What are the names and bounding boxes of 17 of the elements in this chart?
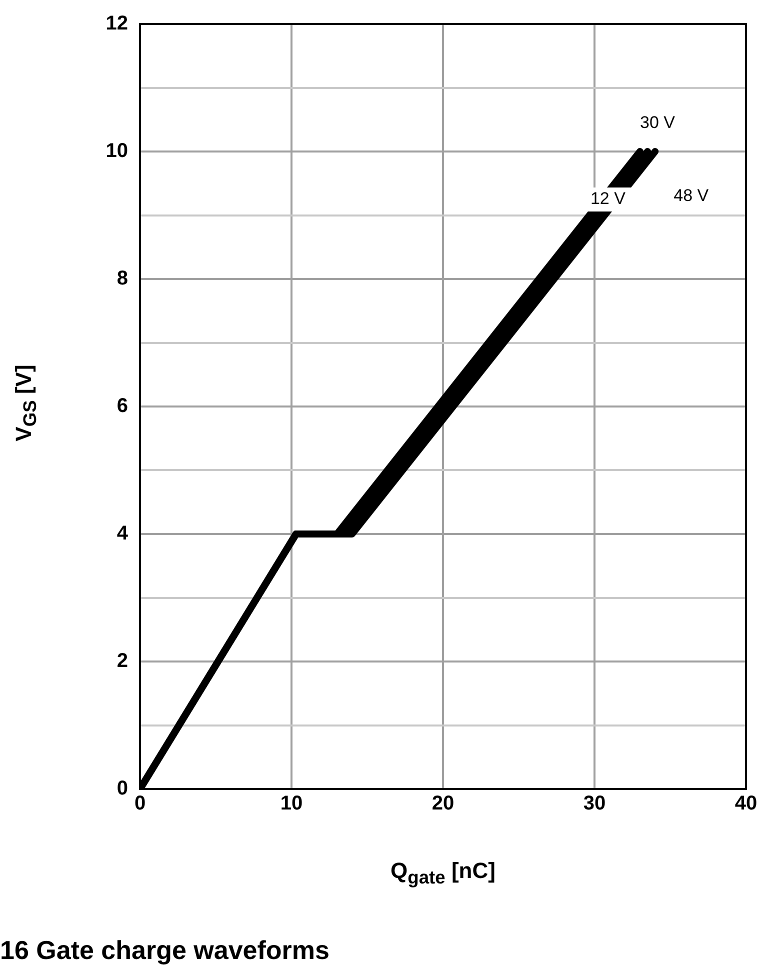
text: 16 Gate charge waveforms: [0, 935, 330, 966]
x-tick-label: 10: [280, 792, 303, 815]
x-tick-label: 30: [583, 792, 606, 815]
series-label: 12 V: [590, 189, 626, 208]
x-tick-label: 0: [134, 792, 146, 815]
x-axis-title: Q$_{gate}$ [nC]: [390, 858, 496, 888]
y-tick-label: 4: [116, 522, 129, 545]
series-label: 30 V: [640, 113, 676, 132]
y-tick-label: 6: [116, 395, 128, 418]
y-tick-label: 8: [116, 268, 128, 290]
x-tick-label: 20: [432, 792, 454, 815]
y-tick-label: 12: [106, 12, 128, 35]
y-tick-label: 10: [106, 140, 128, 162]
text: 48 V: [674, 186, 710, 206]
y-tick-label: 2: [116, 650, 128, 672]
y-tick-label: 0: [116, 778, 128, 800]
x-tick-label: 40: [734, 792, 758, 815]
